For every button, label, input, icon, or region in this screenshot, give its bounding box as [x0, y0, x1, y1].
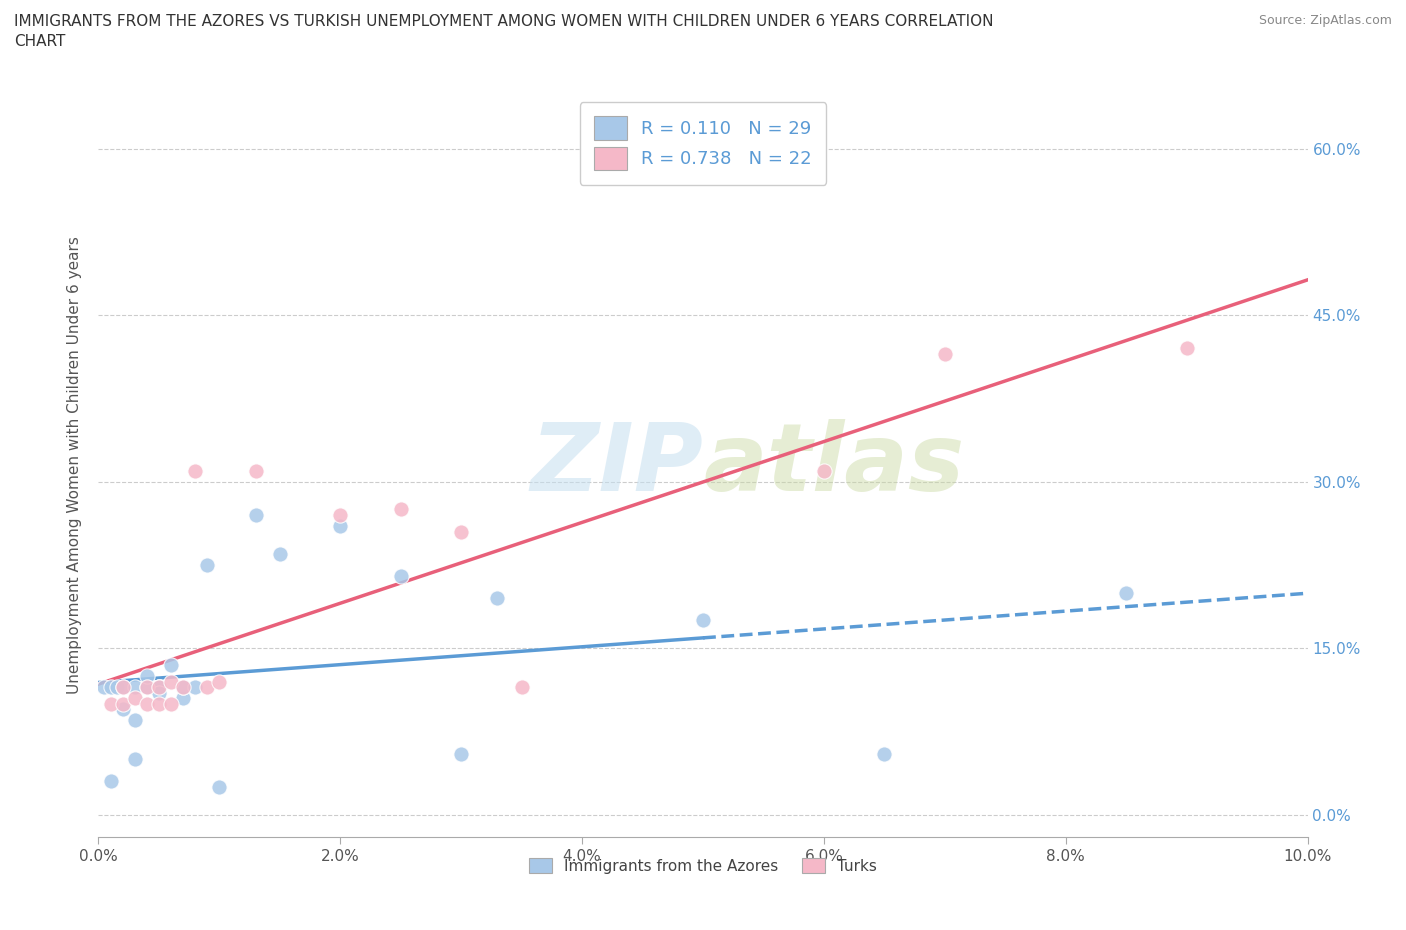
Point	[148, 697, 170, 711]
Point	[172, 680, 194, 695]
Point	[111, 702, 134, 717]
Text: CHART: CHART	[14, 34, 66, 49]
Point	[692, 613, 714, 628]
Y-axis label: Unemployment Among Women with Children Under 6 years: Unemployment Among Women with Children U…	[67, 236, 83, 694]
Point	[172, 680, 194, 695]
Point	[111, 680, 134, 695]
Point	[124, 751, 146, 766]
Point	[100, 697, 122, 711]
Point	[1175, 341, 1198, 356]
Point	[135, 680, 157, 695]
Point	[329, 508, 352, 523]
Point	[329, 519, 352, 534]
Point	[184, 680, 207, 695]
Point	[208, 779, 231, 794]
Point	[195, 680, 218, 695]
Point	[135, 697, 157, 711]
Point	[208, 674, 231, 689]
Text: ZIP: ZIP	[530, 419, 703, 511]
Point	[813, 463, 835, 478]
Point	[245, 508, 267, 523]
Point	[105, 680, 128, 695]
Point	[148, 680, 170, 695]
Point	[148, 685, 170, 700]
Point	[148, 680, 170, 695]
Point	[450, 746, 472, 761]
Point	[486, 591, 509, 605]
Text: atlas: atlas	[703, 419, 965, 511]
Point	[160, 658, 183, 672]
Point	[172, 691, 194, 706]
Point	[389, 502, 412, 517]
Point	[124, 713, 146, 728]
Point	[195, 557, 218, 572]
Point	[389, 568, 412, 583]
Point	[184, 463, 207, 478]
Text: IMMIGRANTS FROM THE AZORES VS TURKISH UNEMPLOYMENT AMONG WOMEN WITH CHILDREN UND: IMMIGRANTS FROM THE AZORES VS TURKISH UN…	[14, 14, 994, 29]
Point	[135, 680, 157, 695]
Text: Source: ZipAtlas.com: Source: ZipAtlas.com	[1258, 14, 1392, 27]
Point	[124, 680, 146, 695]
Legend: Immigrants from the Azores, Turks: Immigrants from the Azores, Turks	[522, 850, 884, 882]
Point	[111, 697, 134, 711]
Point	[100, 680, 122, 695]
Point	[93, 680, 115, 695]
Point	[269, 547, 291, 562]
Point	[245, 463, 267, 478]
Point	[160, 674, 183, 689]
Point	[148, 680, 170, 695]
Point	[135, 669, 157, 684]
Point	[111, 680, 134, 695]
Point	[160, 697, 183, 711]
Point	[100, 774, 122, 789]
Point	[124, 691, 146, 706]
Point	[934, 347, 956, 362]
Point	[873, 746, 896, 761]
Point	[450, 525, 472, 539]
Point	[510, 680, 533, 695]
Point	[1115, 585, 1137, 600]
